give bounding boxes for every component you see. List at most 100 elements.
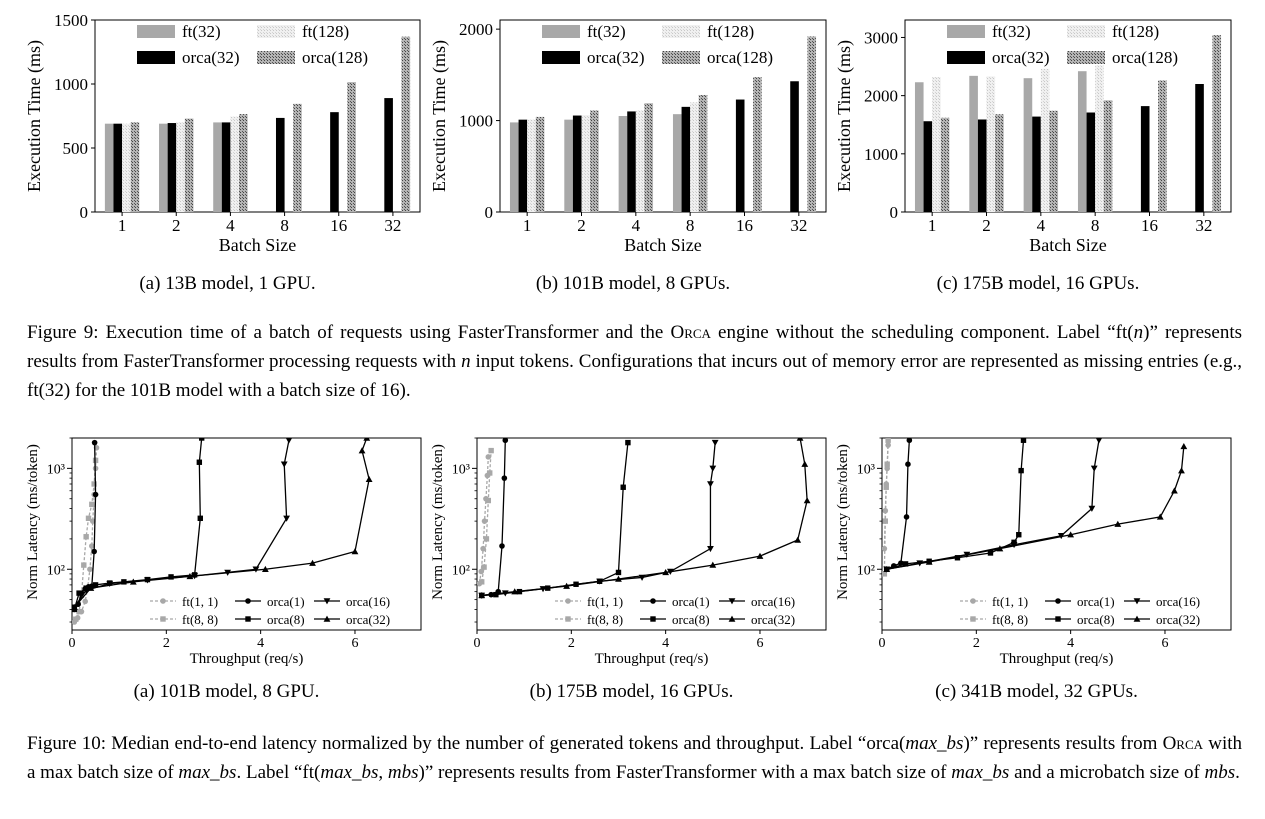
data-point — [905, 461, 911, 467]
legend-swatch-orca128 — [257, 51, 295, 64]
legend-label: ft(32) — [992, 22, 1031, 41]
bar-ft32 — [1077, 71, 1087, 212]
legend-swatch-ft128 — [1067, 25, 1105, 38]
bar-orca128 — [590, 110, 599, 212]
y-tick-label: 2000 — [459, 20, 493, 39]
y-tick-label: 10³ — [857, 462, 875, 477]
legend-label: orca(32) — [1156, 612, 1200, 627]
x-tick-label: 1 — [523, 216, 532, 235]
data-point — [81, 562, 87, 568]
bar-orca128 — [293, 103, 302, 212]
data-point — [92, 582, 99, 588]
legend-label: ft(128) — [707, 22, 754, 41]
data-point — [73, 616, 79, 622]
series-orca-32- — [72, 438, 373, 610]
data-point — [351, 548, 359, 555]
bar-ft32 — [672, 114, 682, 212]
x-axis-label: Batch Size — [219, 235, 296, 255]
data-point — [91, 439, 98, 446]
bar-orca128 — [995, 114, 1004, 212]
plot-area — [477, 438, 811, 599]
caption-var: max_bs — [905, 733, 964, 754]
plot-frame — [94, 19, 421, 213]
caption-var: n — [461, 351, 471, 372]
data-point — [85, 515, 92, 521]
data-point — [1178, 467, 1185, 474]
bar-orca32 — [384, 98, 393, 212]
data-point — [563, 582, 571, 589]
data-point — [756, 552, 764, 559]
data-point — [87, 584, 95, 591]
x-tick-label: 0 — [474, 636, 481, 651]
series-ft-8-8- — [479, 447, 494, 585]
legend-label: ft(8, 8) — [587, 612, 623, 627]
bar-orca128 — [644, 103, 654, 212]
plot-area — [882, 438, 1188, 577]
series-orca-32- — [478, 438, 811, 599]
figure-9-charts: 0 500 1000 1500 1 2 4 8 16 32 Batch Size Execution … — [24, 11, 1232, 294]
bar-ft32 — [564, 119, 573, 212]
caption-var: n — [1133, 322, 1144, 343]
data-point — [478, 568, 485, 575]
bar-orca128 — [239, 114, 248, 212]
x-tick-label: 4 — [257, 636, 264, 651]
bar-orca32 — [275, 117, 285, 212]
x-tick-label: 0 — [69, 636, 76, 651]
data-point — [89, 518, 96, 524]
bar-chart-fig9c: 0 1000 2000 3000 1 2 4 8 16 32 Batch Size Execution… — [834, 19, 1232, 294]
data-point — [620, 484, 626, 490]
data-point — [309, 559, 316, 566]
data-point — [479, 579, 485, 585]
data-point — [711, 439, 719, 447]
legend-swatch-ft128 — [662, 25, 700, 38]
legend: ft(32) ft(128) orca(32) orca(128) — [947, 22, 1178, 67]
bar-ft128 — [176, 122, 185, 212]
legend-label: ft(32) — [587, 22, 626, 41]
bar-ft32 — [213, 122, 222, 212]
bar-orca32 — [167, 123, 177, 212]
legend-label: orca(8) — [1077, 612, 1115, 627]
data-point — [501, 475, 508, 481]
caption-var: mbs — [1204, 762, 1236, 783]
series-ft-8-8- — [882, 438, 891, 577]
legend-label: ft(1, 1) — [992, 594, 1028, 609]
data-point — [480, 545, 486, 552]
figure-10-caption: Figure 10: Median end-to-end latency nor… — [27, 729, 1242, 787]
legend-swatch-orca32 — [137, 51, 175, 64]
data-point — [72, 603, 78, 610]
data-point — [987, 550, 994, 556]
y-axis-label: Execution Time (ms) — [24, 40, 45, 192]
data-point — [1114, 520, 1122, 527]
y-tick-label: 0 — [80, 203, 89, 222]
data-point — [1156, 513, 1164, 520]
legend-marker — [970, 616, 976, 622]
bar-orca128 — [940, 117, 950, 212]
caption-orca: Orca — [1162, 733, 1204, 754]
data-point — [882, 571, 888, 577]
data-point — [196, 459, 203, 465]
legend-label: orca(1) — [1077, 594, 1115, 609]
bar-orca32 — [681, 106, 691, 212]
bar-orca32 — [221, 122, 231, 212]
plot-area — [72, 438, 373, 625]
legend-swatch-orca32 — [542, 51, 580, 64]
data-point — [487, 470, 493, 476]
data-point — [87, 566, 93, 573]
x-tick-label: 6 — [756, 636, 763, 651]
bar-orca32 — [1195, 84, 1204, 212]
legend-swatch-orca32 — [947, 51, 985, 64]
x-tick-label: 4 — [1067, 636, 1074, 651]
data-point — [91, 548, 97, 555]
legend-label: orca(32) — [346, 612, 390, 627]
series-orca-8- — [72, 438, 205, 613]
bar-orca128 — [347, 82, 356, 212]
x-tick-label: 2 — [973, 636, 980, 651]
plot-frame — [71, 437, 422, 631]
bar-ft128 — [1095, 65, 1104, 212]
data-point — [511, 588, 519, 595]
bar-ft128 — [527, 119, 536, 212]
caption-text: Figure 10: Median end-to-end latency nor… — [27, 733, 906, 754]
caption-var: max_bs — [951, 762, 1010, 783]
y-tick-label: 10² — [857, 563, 875, 578]
